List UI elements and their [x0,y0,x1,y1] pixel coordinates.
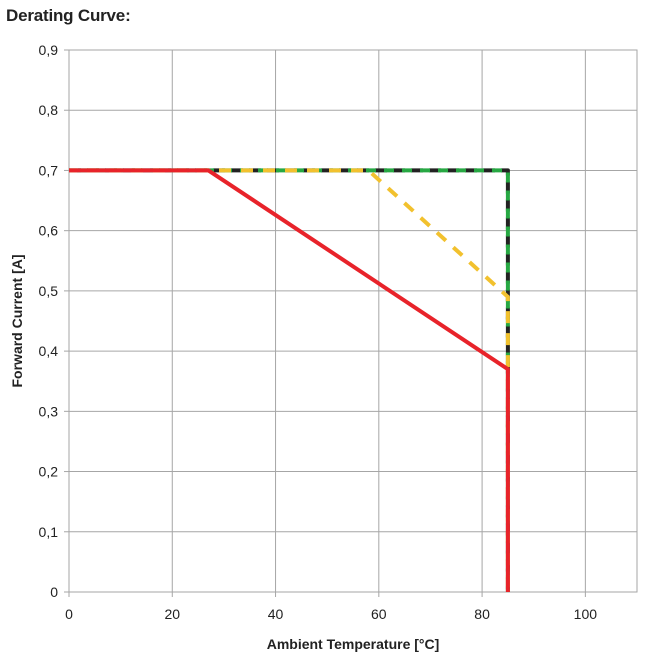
x-tick-label: 100 [574,606,598,622]
x-tick-label: 40 [268,606,284,622]
plot-border [68,49,638,593]
series-line-2 [69,168,510,592]
y-tick-label: 0,8 [39,102,59,118]
y-tick-label: 0 [50,584,58,600]
x-tick-label: 80 [474,606,490,622]
y-tick-label: 0,7 [39,162,59,178]
x-axis-label: Ambient Temperature [°C] [267,636,440,652]
x-tick-label: 0 [65,606,73,622]
y-tick-label: 0,3 [39,403,59,419]
y-tick-label: 0,6 [39,223,59,239]
chart-ticks: 0 0,1 0,2 0,3 0,4 0,5 0,6 0,7 0,8 0,9 0 20 40 60 80 100 [39,42,598,622]
y-tick-label: 0,9 [39,42,59,58]
series-line-4 [69,168,510,592]
y-axis-label: Forward Current [A] [9,255,25,388]
x-tick-label: 60 [371,606,387,622]
y-tick-label: 0,2 [39,464,59,480]
y-tick-label: 0,4 [39,343,59,359]
series-line-1 [69,168,510,592]
series-line-3 [69,168,510,592]
chart-series [69,168,510,592]
y-tick-label: 0,1 [39,524,59,540]
y-tick-label: 0,5 [39,283,59,299]
page-title: Derating Curve: [6,6,131,25]
x-tick-label: 20 [164,606,180,622]
chart-grid [64,49,638,597]
